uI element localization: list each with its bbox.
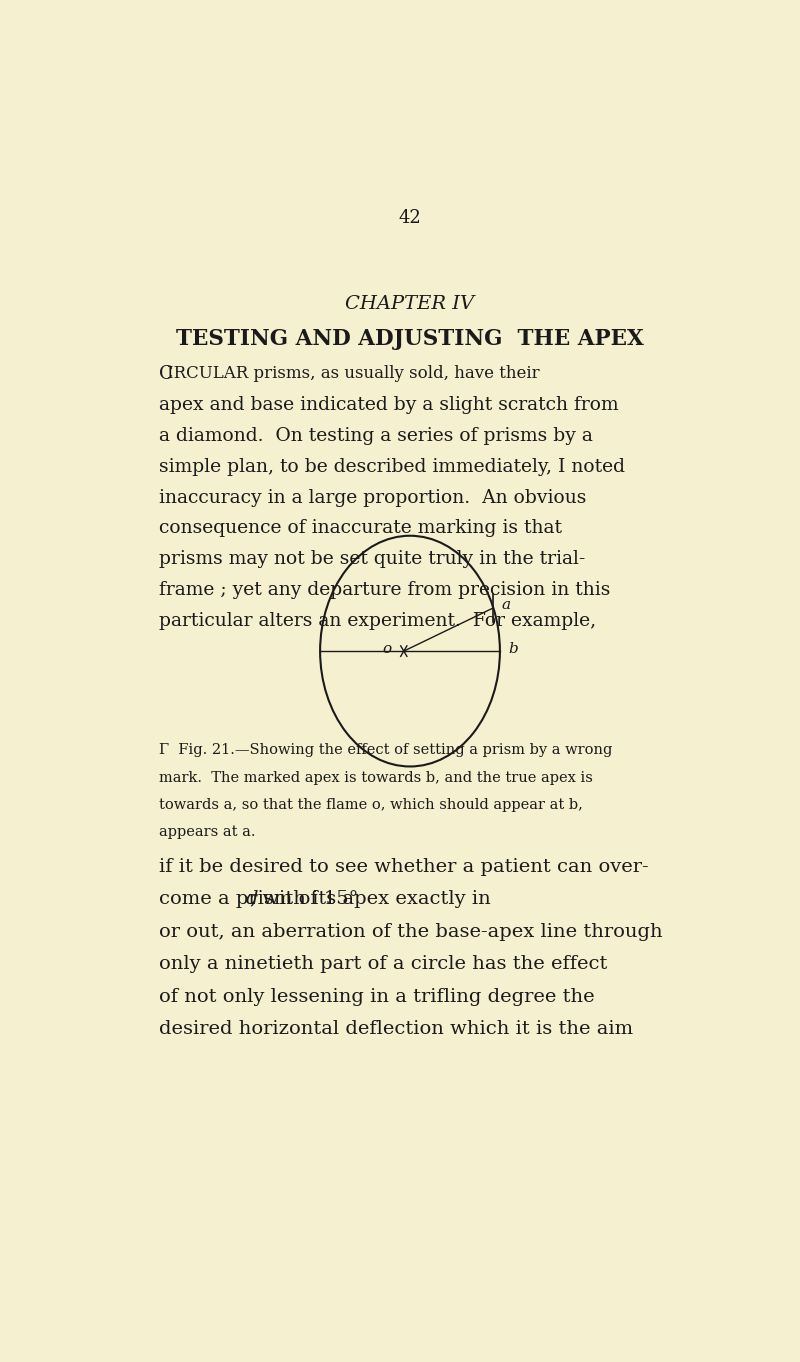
Text: consequence of inaccurate marking is that: consequence of inaccurate marking is tha… <box>159 519 562 538</box>
Text: only a ninetieth part of a circle has the effect: only a ninetieth part of a circle has th… <box>159 955 607 974</box>
Text: particular alters an experiment.  For example,: particular alters an experiment. For exa… <box>159 613 596 631</box>
Text: appears at a.: appears at a. <box>159 825 255 839</box>
Text: come a prism of 15°: come a prism of 15° <box>159 891 358 908</box>
Text: of not only lessening in a trifling degree the: of not only lessening in a trifling degr… <box>159 987 594 1005</box>
Text: Γ  Fig. 21.—Showing the effect of setting a prism by a wrong: Γ Fig. 21.—Showing the effect of setting… <box>159 744 612 757</box>
Text: or out, an aberration of the base-apex line through: or out, an aberration of the base-apex l… <box>159 922 662 941</box>
Text: , with its apex exactly in: , with its apex exactly in <box>250 891 490 908</box>
Text: inaccuracy in a large proportion.  An obvious: inaccuracy in a large proportion. An obv… <box>159 489 586 507</box>
Text: prisms may not be set quite truly in the trial-: prisms may not be set quite truly in the… <box>159 550 586 568</box>
Text: d: d <box>246 891 258 908</box>
Text: IRCULAR prisms, as usually sold, have their: IRCULAR prisms, as usually sold, have th… <box>166 365 539 381</box>
Text: apex and base indicated by a slight scratch from: apex and base indicated by a slight scra… <box>159 396 618 414</box>
Text: b: b <box>508 642 518 656</box>
Text: a diamond.  On testing a series of prisms by a: a diamond. On testing a series of prisms… <box>159 426 593 444</box>
Text: towards a, so that the flame o, which should appear at b,: towards a, so that the flame o, which sh… <box>159 798 582 812</box>
Text: frame ; yet any departure from precision in this: frame ; yet any departure from precision… <box>159 582 610 599</box>
Text: a: a <box>502 598 510 612</box>
Text: TESTING AND ADJUSTING  THE APEX: TESTING AND ADJUSTING THE APEX <box>176 328 644 350</box>
Text: desired horizontal deflection which it is the aim: desired horizontal deflection which it i… <box>159 1020 633 1038</box>
Text: simple plan, to be described immediately, I noted: simple plan, to be described immediately… <box>159 458 625 475</box>
Text: if it be desired to see whether a patient can over-: if it be desired to see whether a patien… <box>159 858 649 876</box>
Text: C: C <box>159 365 174 383</box>
Text: o: o <box>382 642 391 656</box>
Text: 42: 42 <box>398 208 422 226</box>
Text: CHAPTER IV: CHAPTER IV <box>346 294 474 312</box>
Text: mark.  The marked apex is towards b, and the true apex is: mark. The marked apex is towards b, and … <box>159 771 593 785</box>
